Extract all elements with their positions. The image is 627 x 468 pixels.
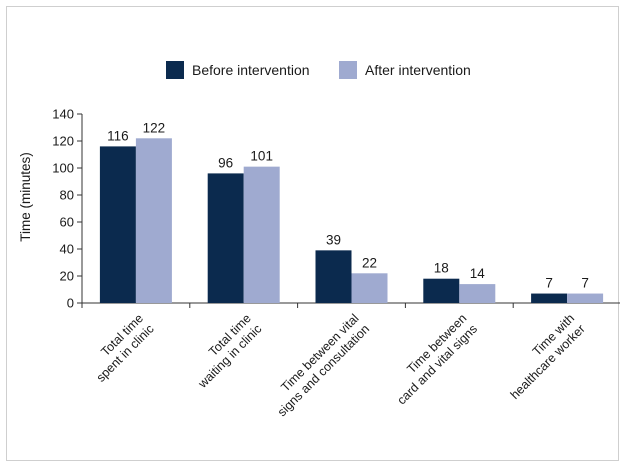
data-label: 96 — [218, 155, 233, 170]
bar-before — [99, 146, 136, 303]
data-labels: 116 122 96 101 39 22 18 14 7 7 — [107, 120, 589, 290]
y-axis-title: Time (minutes) — [18, 152, 33, 242]
y-axis: 0 20 40 60 80 100 120 140 — [52, 107, 83, 311]
bar-before — [207, 173, 244, 303]
data-label: 116 — [107, 128, 129, 143]
y-tick-label: 140 — [52, 107, 74, 122]
data-label: 39 — [326, 232, 341, 247]
y-tick-label: 40 — [60, 242, 74, 257]
bar-before — [531, 293, 568, 303]
data-label: 18 — [434, 261, 449, 276]
data-label: 122 — [143, 120, 166, 135]
legend-label-after: After intervention — [365, 62, 471, 78]
bar-chart: Before intervention After intervention 0 2… — [18, 61, 622, 419]
bars — [99, 138, 604, 303]
bar-after — [567, 293, 604, 303]
bar-after — [135, 138, 172, 303]
data-label: 22 — [362, 255, 377, 270]
bar-after — [351, 273, 388, 303]
bar-before — [423, 278, 460, 303]
y-tick-label: 100 — [52, 161, 74, 176]
y-tick-label: 80 — [60, 188, 74, 203]
data-label: 7 — [545, 276, 553, 291]
legend: Before intervention After intervention — [166, 61, 471, 79]
y-tick-label: 60 — [60, 215, 74, 230]
legend-swatch-before — [166, 61, 184, 79]
chart-frame: Before intervention After intervention 0 2… — [6, 6, 622, 461]
x-category-line: signs and consultation — [275, 322, 372, 419]
bar-after — [459, 284, 496, 303]
data-label: 7 — [581, 276, 589, 291]
data-label: 14 — [470, 266, 486, 281]
bar-before — [315, 250, 352, 303]
y-tick-label: 20 — [60, 269, 74, 284]
data-label: 101 — [250, 149, 273, 164]
y-tick-label: 0 — [67, 296, 74, 311]
y-tick-label: 120 — [52, 134, 74, 149]
legend-swatch-after — [339, 61, 357, 79]
legend-label-before: Before intervention — [192, 62, 310, 78]
bar-after — [243, 166, 280, 303]
